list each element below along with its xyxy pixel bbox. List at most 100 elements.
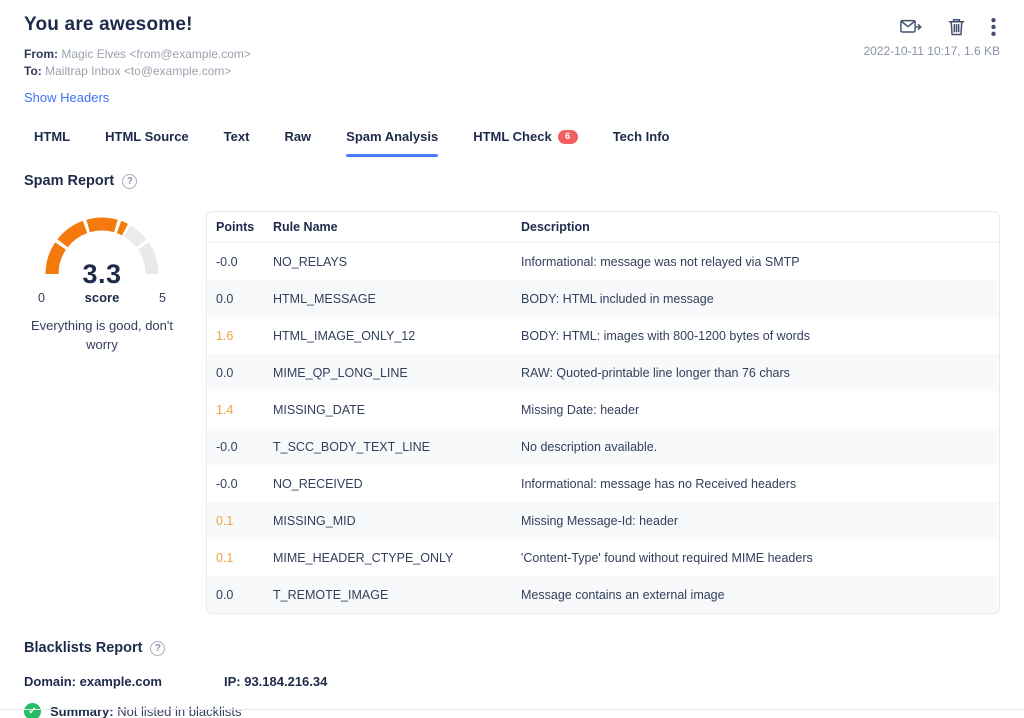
spam-rules-table-header: Points Rule Name Description bbox=[207, 212, 999, 243]
to-value: Mailtrap Inbox <to@example.com> bbox=[45, 64, 232, 78]
rule-description: Informational: message has no Received h… bbox=[521, 476, 797, 491]
delete-email-button[interactable] bbox=[948, 18, 965, 36]
summary-label: Summary: bbox=[50, 704, 114, 718]
rule-name: T_REMOTE_IMAGE bbox=[273, 587, 389, 602]
rule-name: NO_RECEIVED bbox=[273, 476, 363, 491]
spam-rule-row: 0.1 MISSING_MID Missing Message-Id: head… bbox=[207, 502, 999, 539]
spam-score-value: 3.3 bbox=[82, 259, 122, 289]
rule-name: MIME_QP_LONG_LINE bbox=[273, 365, 408, 380]
tab-label: HTML Source bbox=[105, 129, 189, 144]
rule-name: MIME_HEADER_CTYPE_ONLY bbox=[273, 550, 454, 565]
tab[interactable]: Tech Info bbox=[613, 121, 670, 157]
tab-label: Text bbox=[223, 129, 250, 144]
column-header-description: Description bbox=[521, 220, 590, 234]
blacklists-report-help-icon[interactable]: ? bbox=[150, 640, 166, 656]
spam-rule-row: -0.0 NO_RELAYS Informational: message wa… bbox=[207, 243, 999, 280]
rule-points: 1.4 bbox=[216, 402, 234, 417]
blacklists-report-title: Blacklists Report bbox=[24, 640, 143, 656]
rule-points: -0.0 bbox=[216, 254, 238, 269]
rule-points: 0.0 bbox=[216, 587, 234, 602]
from-value: Magic Elves <from@example.com> bbox=[61, 47, 251, 61]
column-header-points: Points bbox=[216, 220, 255, 234]
rule-points: 0.0 bbox=[216, 365, 234, 380]
spam-rule-row: -0.0 T_SCC_BODY_TEXT_LINE No description… bbox=[207, 428, 999, 465]
tab-label: HTML Check bbox=[473, 129, 552, 144]
spam-report-title: Spam Report bbox=[24, 173, 115, 189]
rule-points: 0.1 bbox=[216, 513, 234, 528]
rule-description: Missing Date: header bbox=[521, 402, 640, 417]
blacklists-meta: Domain: example.com IP: 93.184.216.34 bbox=[0, 674, 1024, 689]
spam-score-gauge bbox=[45, 217, 159, 275]
rule-description: Missing Message-Id: header bbox=[521, 513, 679, 528]
spam-rule-row: 0.0 HTML_MESSAGE BODY: HTML included in … bbox=[207, 280, 999, 317]
rule-name: NO_RELAYS bbox=[273, 254, 348, 269]
email-actions bbox=[900, 14, 1000, 39]
spam-rules-table: Points Rule Name Description -0.0 NO_REL… bbox=[206, 211, 1000, 614]
rule-points: 0.0 bbox=[216, 291, 234, 306]
spam-score-message: Everything is good, don't worry bbox=[31, 318, 173, 352]
tab-label: HTML bbox=[34, 129, 71, 144]
rule-description: No description available. bbox=[521, 439, 658, 454]
spam-rule-row: 1.4 MISSING_DATE Missing Date: header bbox=[207, 391, 999, 428]
more-options-button[interactable] bbox=[991, 18, 996, 39]
from-label: From: bbox=[24, 47, 58, 61]
email-meta: 2022-10-11 10:17, 1.6 KB bbox=[863, 44, 1000, 58]
rule-name: MISSING_MID bbox=[273, 513, 356, 528]
tab[interactable]: Text bbox=[224, 121, 250, 157]
rule-name: MISSING_DATE bbox=[273, 402, 366, 417]
tab[interactable]: HTML bbox=[34, 121, 70, 157]
from-line: From: Magic Elves <from@example.com> bbox=[24, 47, 1000, 61]
spam-rule-row: -0.0 NO_RECEIVED Informational: message … bbox=[207, 465, 999, 502]
tab[interactable]: Spam Analysis bbox=[346, 121, 439, 157]
spam-report-header: Spam Report ? bbox=[0, 173, 1024, 189]
scale-label: score bbox=[84, 290, 120, 305]
tab-label: Tech Info bbox=[612, 129, 670, 144]
show-headers-link[interactable]: Show Headers bbox=[24, 90, 110, 105]
to-line: To: Mailtrap Inbox <to@example.com> bbox=[24, 64, 1000, 78]
more-menu-icon bbox=[991, 18, 996, 39]
rule-description: Informational: message was not relayed v… bbox=[521, 254, 800, 269]
tab-label: Raw bbox=[284, 129, 312, 144]
tab[interactable]: HTML Source bbox=[105, 121, 189, 157]
to-label: To: bbox=[24, 64, 42, 78]
forward-email-button[interactable] bbox=[900, 18, 922, 36]
spam-rule-row: 1.6 HTML_IMAGE_ONLY_12 BODY: HTML: image… bbox=[207, 317, 999, 354]
scale-min: 0 bbox=[38, 291, 45, 305]
tab[interactable]: Raw bbox=[284, 121, 311, 157]
html-check-badge: 6 bbox=[557, 129, 578, 144]
rule-name: HTML_IMAGE_ONLY_12 bbox=[273, 328, 416, 343]
email-header: You are awesome! bbox=[0, 0, 1024, 107]
spam-rules-table-body: -0.0 NO_RELAYS Informational: message wa… bbox=[207, 243, 999, 613]
blacklist-ip: IP: 93.184.216.34 bbox=[224, 674, 328, 689]
bottom-divider bbox=[0, 709, 1024, 710]
column-header-rule-name: Rule Name bbox=[273, 220, 338, 234]
rule-description: BODY: HTML: images with 800-1200 bytes o… bbox=[521, 328, 811, 343]
spam-score-scale: 0 score 5 bbox=[38, 290, 166, 305]
rule-description: Message contains an external image bbox=[521, 587, 725, 602]
rule-description: 'Content-Type' found without required MI… bbox=[521, 550, 813, 565]
rule-description: BODY: HTML included in message bbox=[521, 291, 714, 306]
blacklists-summary: ✓ Summary: Not listed in blacklists bbox=[0, 703, 1024, 718]
rule-points: -0.0 bbox=[216, 476, 238, 491]
rule-points: 1.6 bbox=[216, 328, 234, 343]
email-view-tabs: HTML HTML Source Text Raw Spam Analysis … bbox=[0, 121, 1024, 157]
spam-rule-row: 0.1 MIME_HEADER_CTYPE_ONLY 'Content-Type… bbox=[207, 539, 999, 576]
email-subject: You are awesome! bbox=[24, 14, 193, 35]
rule-name: HTML_MESSAGE bbox=[273, 291, 376, 306]
rule-description: RAW: Quoted-printable line longer than 7… bbox=[521, 365, 790, 380]
tab-label: Spam Analysis bbox=[346, 129, 439, 144]
spam-score-panel: 3.3 0 score 5 Everything is good, don't … bbox=[24, 211, 180, 355]
rule-points: 0.1 bbox=[216, 550, 234, 565]
summary-check-icon: ✓ bbox=[24, 703, 41, 718]
spam-report-help-icon[interactable]: ? bbox=[122, 173, 138, 189]
scale-max: 5 bbox=[159, 291, 166, 305]
spam-rule-row: 0.0 MIME_QP_LONG_LINE RAW: Quoted-printa… bbox=[207, 354, 999, 391]
blacklist-domain: Domain: example.com bbox=[24, 674, 162, 689]
delete-icon bbox=[948, 18, 965, 39]
tab[interactable]: HTML Check 6 bbox=[473, 121, 578, 157]
spam-rule-row: 0.0 T_REMOTE_IMAGE Message contains an e… bbox=[207, 576, 999, 613]
forward-email-icon bbox=[900, 19, 922, 39]
blacklists-report-header: Blacklists Report ? bbox=[0, 640, 1024, 656]
rule-name: T_SCC_BODY_TEXT_LINE bbox=[273, 439, 430, 454]
